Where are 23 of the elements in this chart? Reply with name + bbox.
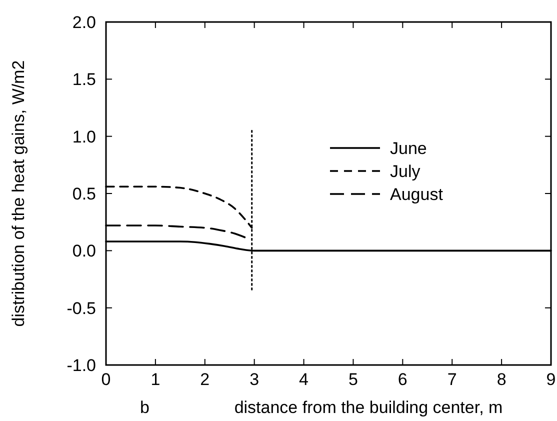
y-axis-title: distribution of the heat gains, W/m2 (9, 60, 28, 327)
x-tick-label: 2 (200, 370, 210, 389)
x-tick-label: 0 (101, 370, 111, 389)
y-tick-label: 2.0 (72, 13, 96, 32)
x-tick-label: 5 (348, 370, 358, 389)
y-tick-label: 1.5 (72, 70, 96, 90)
y-tick-label: 0.5 (72, 184, 96, 204)
text: b (140, 398, 150, 417)
x-axis-title: distance from the building center, m (234, 398, 503, 417)
x-tick-label: 8 (496, 370, 506, 389)
x-tick-label: 3 (250, 370, 260, 389)
legend-label: July (390, 162, 421, 181)
y-tick-label: 0.0 (72, 242, 96, 261)
y-tick-label: -0.5 (66, 298, 96, 318)
x-tick-label: 1 (150, 370, 160, 389)
x-tick-label: 7 (447, 370, 457, 389)
x-tick-label: 6 (398, 370, 408, 389)
y-tick-label: -1.0 (66, 356, 96, 375)
x-tick-label: 9 (546, 370, 556, 389)
legend-label: August (390, 185, 444, 204)
y-tick-label: 1.0 (72, 127, 96, 146)
legend-label: June (390, 139, 427, 158)
x-tick-label: 4 (299, 370, 309, 389)
